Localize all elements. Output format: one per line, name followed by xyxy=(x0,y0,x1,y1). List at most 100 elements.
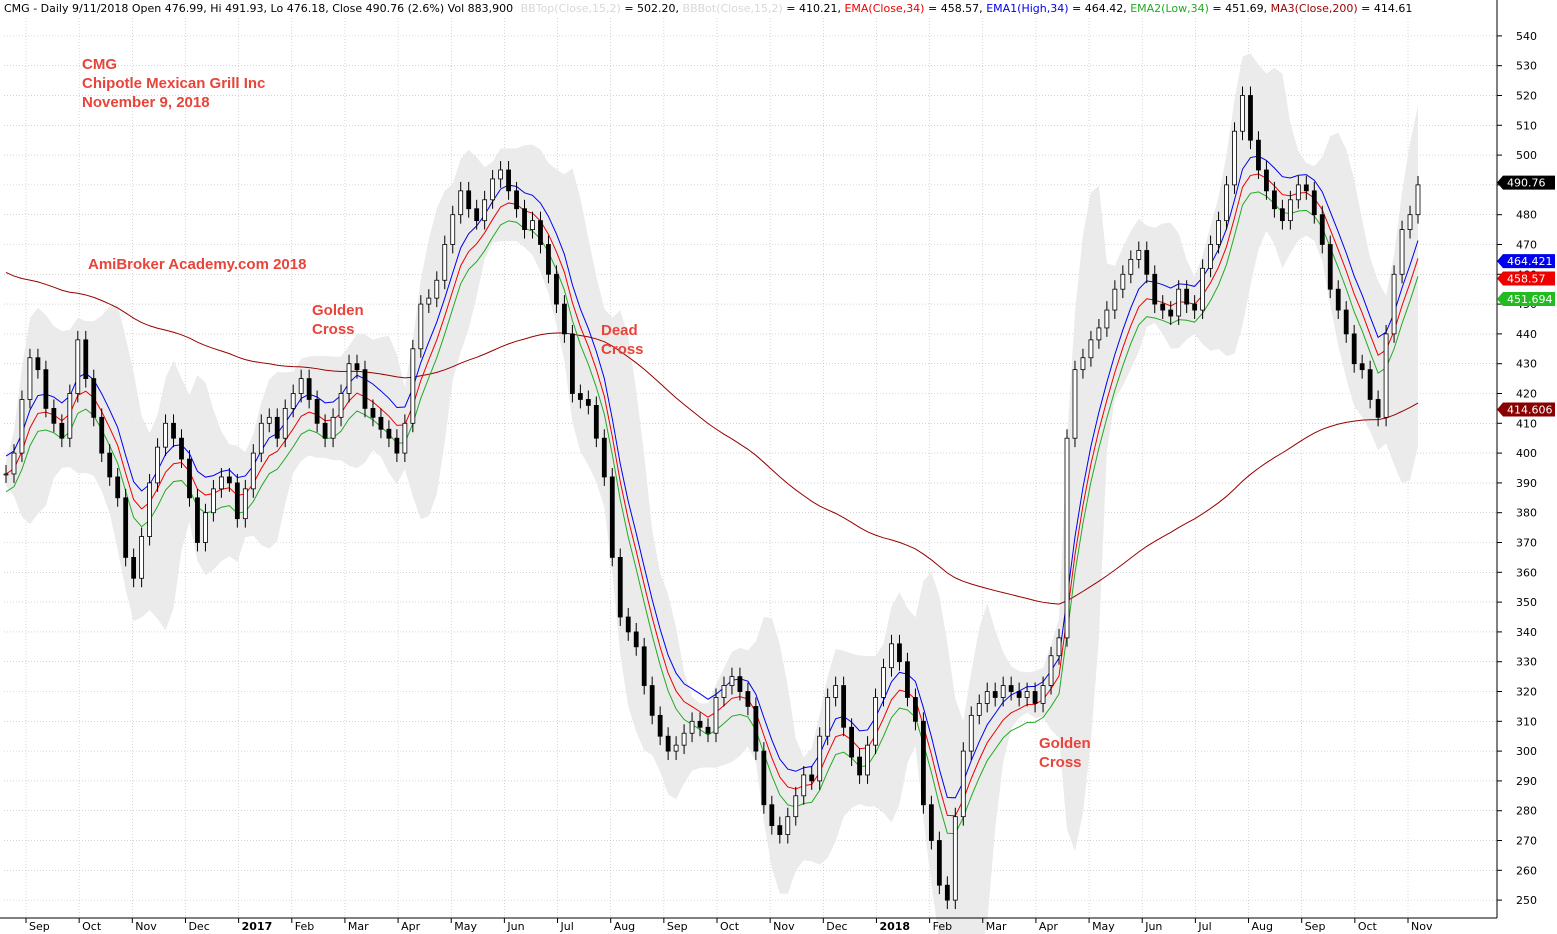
price-bar-body xyxy=(585,399,591,406)
price-bar-body xyxy=(1064,437,1070,639)
price-bars-layer xyxy=(3,86,1421,910)
price-bar-body xyxy=(67,393,73,439)
price-bar-body xyxy=(1040,685,1046,704)
y-tick-label: 270 xyxy=(1516,835,1537,848)
price-bar-body xyxy=(234,482,240,520)
price-bar-body xyxy=(498,169,503,180)
price-bar-body xyxy=(466,190,472,210)
x-tick-label: Aug xyxy=(1252,920,1273,933)
value-tag-label: 451.694 xyxy=(1507,293,1553,306)
y-tick-label: 470 xyxy=(1516,238,1537,251)
price-bar-body xyxy=(609,476,615,558)
y-tick-label: 430 xyxy=(1516,358,1537,371)
price-bar-body xyxy=(577,393,583,400)
price-bar-body xyxy=(514,190,519,210)
x-tick-label: Nov xyxy=(773,920,795,933)
ema2-label: EMA2(Low,34) xyxy=(1130,2,1209,15)
y-tick-label: 520 xyxy=(1516,89,1537,102)
value-tag-label: 490.76 xyxy=(1507,177,1546,190)
value-tag-label: 414.606 xyxy=(1507,404,1553,417)
price-bar-body xyxy=(1072,369,1078,439)
price-bar-body xyxy=(218,476,224,490)
x-axis-ticks: Sep Oct Nov Dec 2017 Feb Mar Apr May Jun Jul Aug Sep… xyxy=(25,918,1433,933)
price-bar-body xyxy=(689,720,695,734)
golden-cross-2-line1: Golden xyxy=(1039,735,1091,752)
y-tick-label: 260 xyxy=(1516,864,1537,877)
price-bar-body xyxy=(1208,244,1213,269)
price-bar-body xyxy=(984,691,990,704)
price-bar-body xyxy=(1104,309,1110,329)
price-bar-body xyxy=(131,557,137,579)
y-tick-label: 480 xyxy=(1516,209,1537,222)
x-tick-label: Nov xyxy=(1411,920,1433,933)
price-bar-body xyxy=(1248,95,1253,141)
x-tick-label: 2017 xyxy=(242,920,273,933)
price-bar-body xyxy=(1335,288,1341,311)
value-tag: 490.76 xyxy=(1497,175,1555,190)
price-bar-body xyxy=(1399,229,1405,275)
y-tick-label: 500 xyxy=(1516,149,1537,162)
price-bar-body xyxy=(1359,363,1365,371)
price-bar-body xyxy=(1160,303,1166,311)
price-bar-body xyxy=(107,452,113,478)
y-tick-label: 380 xyxy=(1516,507,1537,520)
price-bar-body xyxy=(936,840,942,886)
price-bar-body xyxy=(522,208,527,230)
price-bar-body xyxy=(203,512,208,543)
golden-cross-1-line1: Golden xyxy=(312,302,364,319)
x-tick-label: Oct xyxy=(1358,920,1378,933)
price-bar-body xyxy=(1367,369,1373,400)
price-bar-body xyxy=(681,732,687,746)
price-bar-body xyxy=(1303,184,1309,192)
price-bar-body xyxy=(761,750,767,806)
y-tick-label: 400 xyxy=(1516,447,1537,460)
price-bar-body xyxy=(266,416,272,424)
price-bar-body xyxy=(338,393,344,418)
chart-header: CMG - Daily 9/11/2018 Open 476.99, Hi 49… xyxy=(4,2,1412,15)
x-tick-label: 2018 xyxy=(879,920,910,933)
bbbot-value: = 410.21, xyxy=(783,2,845,15)
y-tick-label: 420 xyxy=(1516,387,1537,400)
price-bar-body xyxy=(250,452,256,490)
price-bar-body xyxy=(1000,685,1006,698)
y-tick-label: 310 xyxy=(1516,715,1537,728)
price-bar-body xyxy=(785,816,791,835)
price-bar-body xyxy=(913,697,918,722)
x-tick-label: Jul xyxy=(1197,920,1211,933)
price-bar-body xyxy=(410,348,416,424)
ma200-line xyxy=(5,271,1419,605)
price-bar-body xyxy=(1032,691,1038,704)
golden-cross-1-line2: Cross xyxy=(312,321,355,338)
price-bar-body xyxy=(745,691,751,707)
price-bar-body xyxy=(314,399,320,424)
x-tick-label: Mar xyxy=(986,920,1007,933)
price-bar-body xyxy=(944,884,950,901)
watermark-annotation: AmiBroker Academy.com 2018 xyxy=(88,256,306,273)
price-bar-body xyxy=(928,804,934,841)
price-bar-body xyxy=(841,685,847,728)
golden-cross-2-line2: Cross xyxy=(1039,754,1082,771)
company-annotation: Chipotle Mexican Grill Inc xyxy=(82,75,265,92)
price-bar-body xyxy=(1415,184,1421,216)
price-bar-body xyxy=(538,220,543,245)
price-bar-body xyxy=(506,169,511,192)
price-bar-body xyxy=(657,714,663,737)
price-bar-body xyxy=(43,369,49,409)
price-bar-body xyxy=(1295,184,1301,201)
price-bar-body xyxy=(1279,208,1285,222)
price-bar-body xyxy=(554,273,559,305)
y-tick-label: 300 xyxy=(1516,745,1537,758)
price-bar-body xyxy=(19,399,25,454)
y-tick-label: 350 xyxy=(1516,596,1537,609)
value-tag-box xyxy=(1497,402,1555,417)
price-bar-body xyxy=(11,452,17,475)
price-bar-body xyxy=(1080,357,1086,371)
value-tag: 458.57 xyxy=(1497,271,1555,286)
price-bar-body xyxy=(306,378,312,400)
ticker-annotation: CMG xyxy=(82,56,117,73)
price-bar-body xyxy=(394,437,400,454)
price-bar-body xyxy=(51,407,57,424)
x-tick-label: Feb xyxy=(295,920,314,933)
dead-cross-line2: Cross xyxy=(601,341,644,358)
